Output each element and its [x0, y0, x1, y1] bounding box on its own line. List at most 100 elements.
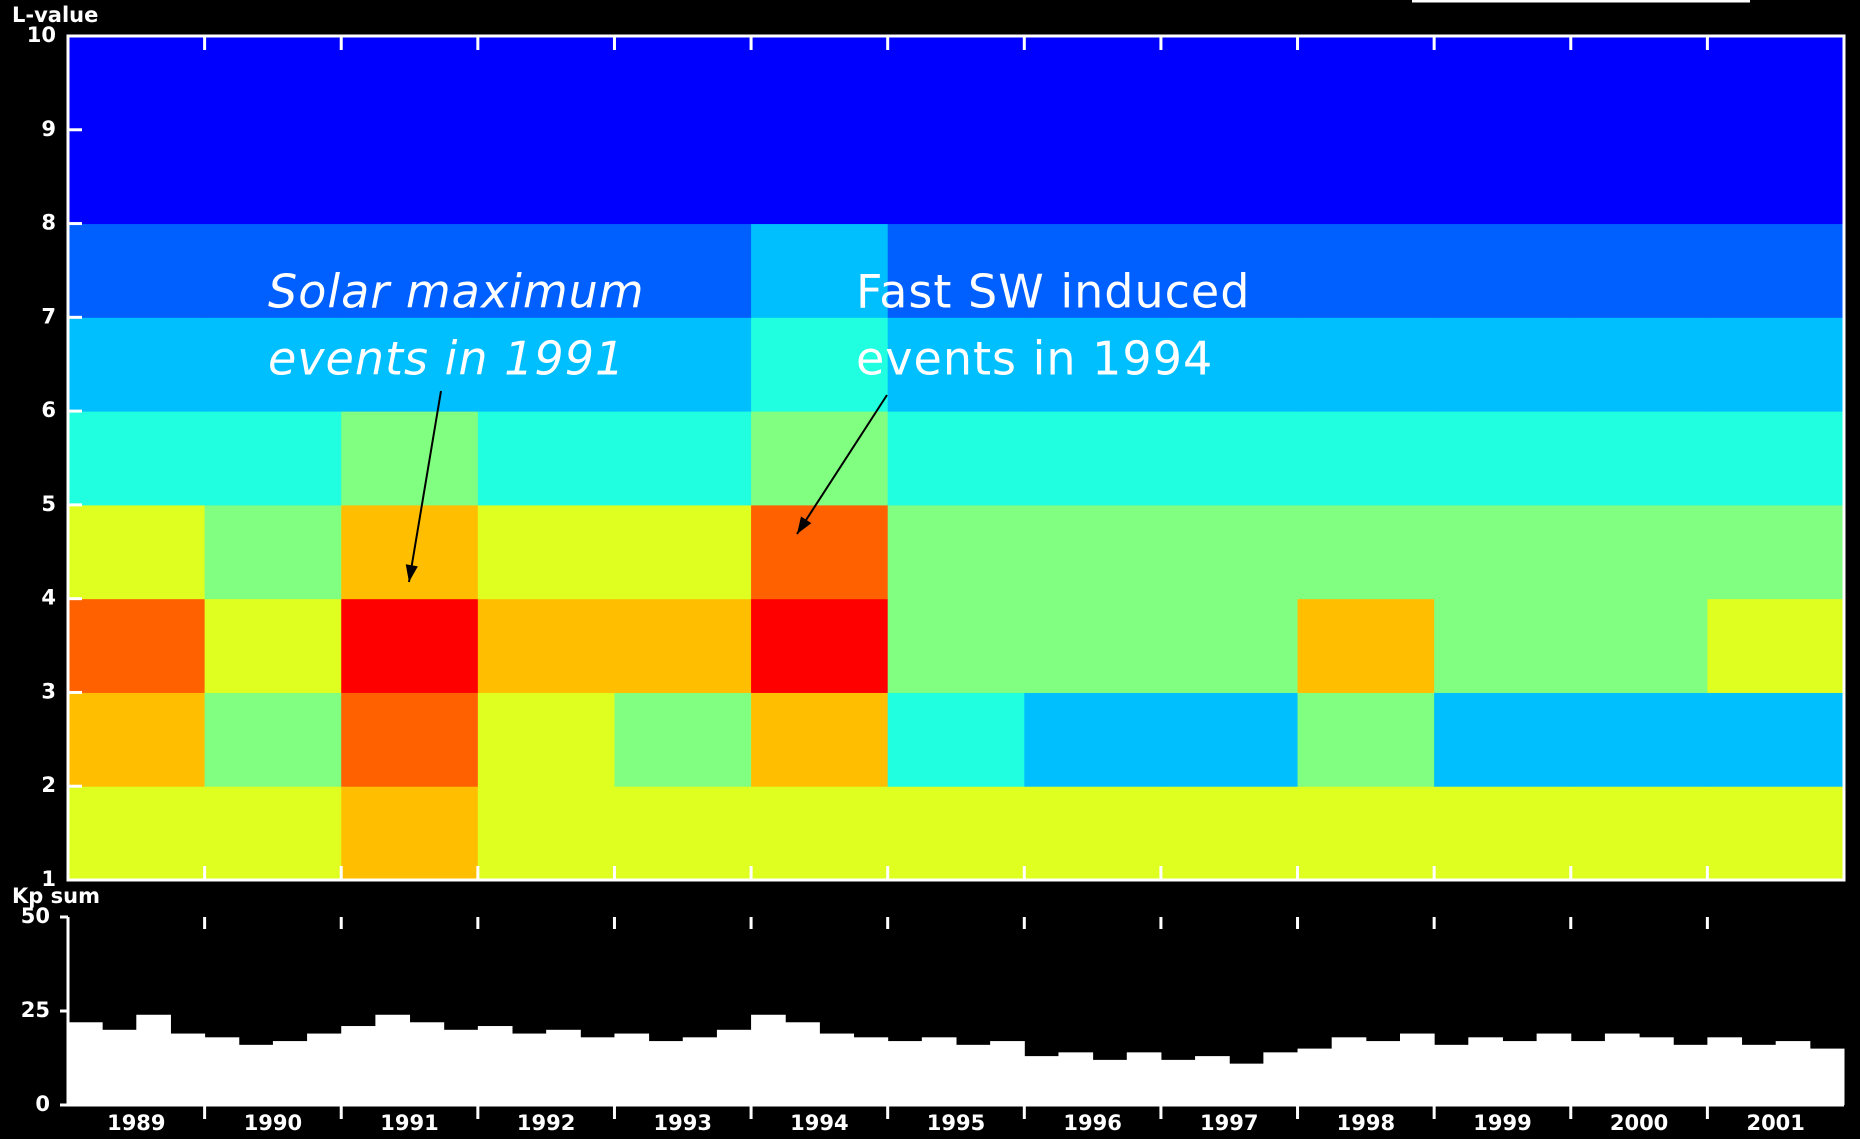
bar: [1434, 1045, 1469, 1105]
x-tick-label: 2001: [1746, 1111, 1804, 1135]
bar: [170, 1034, 205, 1105]
heatmap-cell: [341, 411, 478, 505]
heatmap-cell: [614, 411, 751, 505]
y-tick-label: 4: [41, 586, 56, 610]
bar: [1673, 1045, 1708, 1105]
bar: [273, 1041, 308, 1105]
bar: [512, 1034, 547, 1105]
heatmap-cell: [205, 692, 342, 786]
bar: [922, 1037, 957, 1105]
heatmap-cell: [341, 36, 478, 130]
heatmap-cell: [1434, 599, 1571, 693]
heatmap-cell: [751, 130, 888, 224]
heatmap-cell: [751, 505, 888, 599]
heatmap-cell: [1298, 692, 1435, 786]
bar: [1127, 1052, 1162, 1105]
heatmap-cell: [205, 599, 342, 693]
y-tick-label: 0: [35, 1092, 50, 1116]
bar: [1263, 1052, 1298, 1105]
x-tick-label: 1991: [380, 1111, 438, 1135]
bar: [614, 1034, 649, 1105]
heatmap-cell: [888, 692, 1025, 786]
annotation: events in 1991: [268, 332, 625, 386]
bar: [410, 1022, 445, 1105]
heatmap-cell: [1024, 36, 1161, 130]
heatmap-cell: [614, 505, 751, 599]
bar: [1537, 1034, 1572, 1105]
heatmap-cell: [205, 505, 342, 599]
heatmap-cell: [341, 599, 478, 693]
bar: [888, 1041, 923, 1105]
bar: [1776, 1041, 1811, 1105]
bar: [375, 1015, 410, 1105]
heatmap-cell: [1434, 36, 1571, 130]
heatmap-cell: [1707, 692, 1844, 786]
x-tick-label: 1990: [244, 1111, 302, 1135]
x-tick-label: 1989: [107, 1111, 165, 1135]
bar: [854, 1037, 889, 1105]
heatmap-cell: [1161, 36, 1298, 130]
bar: [1366, 1041, 1401, 1105]
heatmap-cell: [341, 786, 478, 880]
y-tick-label: 2: [41, 773, 56, 797]
heatmap-cell: [751, 786, 888, 880]
bar: [751, 1015, 786, 1105]
heatmap-cell: [1298, 317, 1435, 411]
heatmap-cell: [888, 599, 1025, 693]
heatmap-cell: [1161, 505, 1298, 599]
bar: [717, 1030, 752, 1105]
heatmap-cell: [68, 36, 205, 130]
heatmap-cell: [1707, 411, 1844, 505]
heatmap-cell: [1161, 692, 1298, 786]
bar: [546, 1030, 581, 1105]
heatmap-cell: [478, 130, 615, 224]
heatmap-cell: [1707, 130, 1844, 224]
heatmap-cell: [1707, 36, 1844, 130]
heatmap-cell: [341, 130, 478, 224]
y-tick-label: 9: [41, 117, 56, 141]
y-tick-label: 6: [41, 398, 56, 422]
bar: [444, 1030, 479, 1105]
bar: [307, 1034, 342, 1105]
heatmap-cell: [888, 411, 1025, 505]
bar: [1571, 1041, 1606, 1105]
x-tick-label: 1996: [1063, 1111, 1121, 1135]
heatmap-cell: [1298, 224, 1435, 318]
heatmap-cell: [1434, 130, 1571, 224]
y-tick-label: 10: [27, 23, 56, 47]
y-tick-label: 50: [21, 904, 50, 928]
heatmap-cell: [478, 599, 615, 693]
heatmap-cell: [1161, 411, 1298, 505]
annotation: Solar maximum: [268, 265, 645, 319]
y-tick-label: 5: [41, 492, 56, 516]
bar: [1058, 1052, 1093, 1105]
bar: [478, 1026, 513, 1105]
bar: [580, 1037, 615, 1105]
heatmap-cell: [68, 411, 205, 505]
bar: [239, 1045, 274, 1105]
heatmap-cell: [478, 786, 615, 880]
heatmap-cell: [1434, 224, 1571, 318]
x-tick-label: 1994: [790, 1111, 848, 1135]
bar: [1639, 1037, 1674, 1105]
heatmap-cell: [1707, 599, 1844, 693]
heatmap-cell: [341, 505, 478, 599]
heatmap-cell: [1024, 786, 1161, 880]
x-tick-label: 1998: [1337, 1111, 1395, 1135]
heatmap-cell: [1298, 130, 1435, 224]
heatmap-cell: [1024, 599, 1161, 693]
annotation: Fast SW induced: [856, 265, 1250, 319]
heatmap-cell: [1571, 786, 1708, 880]
heatmap-cell: [1161, 130, 1298, 224]
heatmap-cell: [1298, 505, 1435, 599]
heatmap-cell: [614, 36, 751, 130]
heatmap-cell: [1024, 505, 1161, 599]
x-tick-label: 1995: [927, 1111, 985, 1135]
heatmap-cell: [68, 786, 205, 880]
bar: [1468, 1037, 1503, 1105]
heatmap-cell: [68, 130, 205, 224]
heatmap-cell: [478, 692, 615, 786]
heatmap-cell: [1024, 692, 1161, 786]
heatmap-cell: [1434, 411, 1571, 505]
heatmap-cell: [751, 599, 888, 693]
